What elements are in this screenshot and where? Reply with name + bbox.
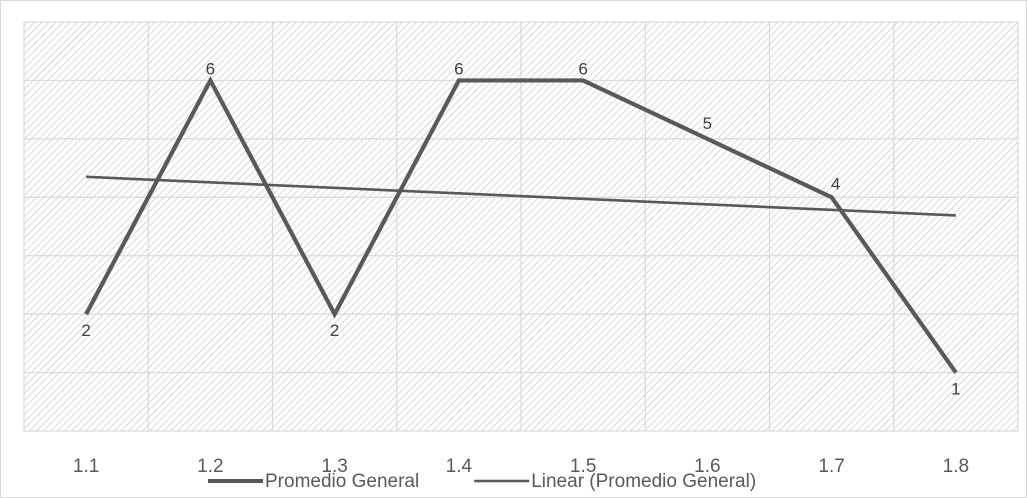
- data-label: 5: [703, 114, 712, 133]
- legend-label-promedio-general: Promedio General: [265, 471, 419, 492]
- data-label: 2: [81, 321, 90, 340]
- data-label: 6: [578, 59, 587, 78]
- x-tick-label: 1.8: [943, 456, 969, 477]
- x-axis-tick-labels: 1.1 1.2 1.3 1.4 1.5 1.6 1.7 1.8: [73, 456, 969, 477]
- x-tick-label: 1.3: [321, 456, 347, 477]
- x-tick-label: 1.2: [197, 456, 223, 477]
- x-tick-label: 1.1: [73, 456, 99, 477]
- data-labels: 2 6 2 6 6 5 4 1: [81, 59, 960, 398]
- x-tick-label: 1.6: [694, 456, 720, 477]
- x-tick-label: 1.7: [818, 456, 844, 477]
- legend-label-linear-promedio-general: Linear (Promedio General): [531, 471, 756, 492]
- series-line-promedio-general: [84, 75, 958, 374]
- data-label: 6: [454, 59, 463, 78]
- series-group: [84, 75, 958, 374]
- data-label: 1: [951, 380, 960, 399]
- x-tick-label: 1.4: [446, 456, 473, 477]
- data-label: 6: [206, 59, 215, 78]
- data-label: 4: [831, 174, 840, 193]
- data-label: 2: [330, 321, 339, 340]
- x-tick-label: 1.5: [570, 456, 596, 477]
- legend: Promedio General Linear (Promedio General…: [208, 471, 756, 492]
- series-line-linear-promedio-general: [86, 175, 956, 217]
